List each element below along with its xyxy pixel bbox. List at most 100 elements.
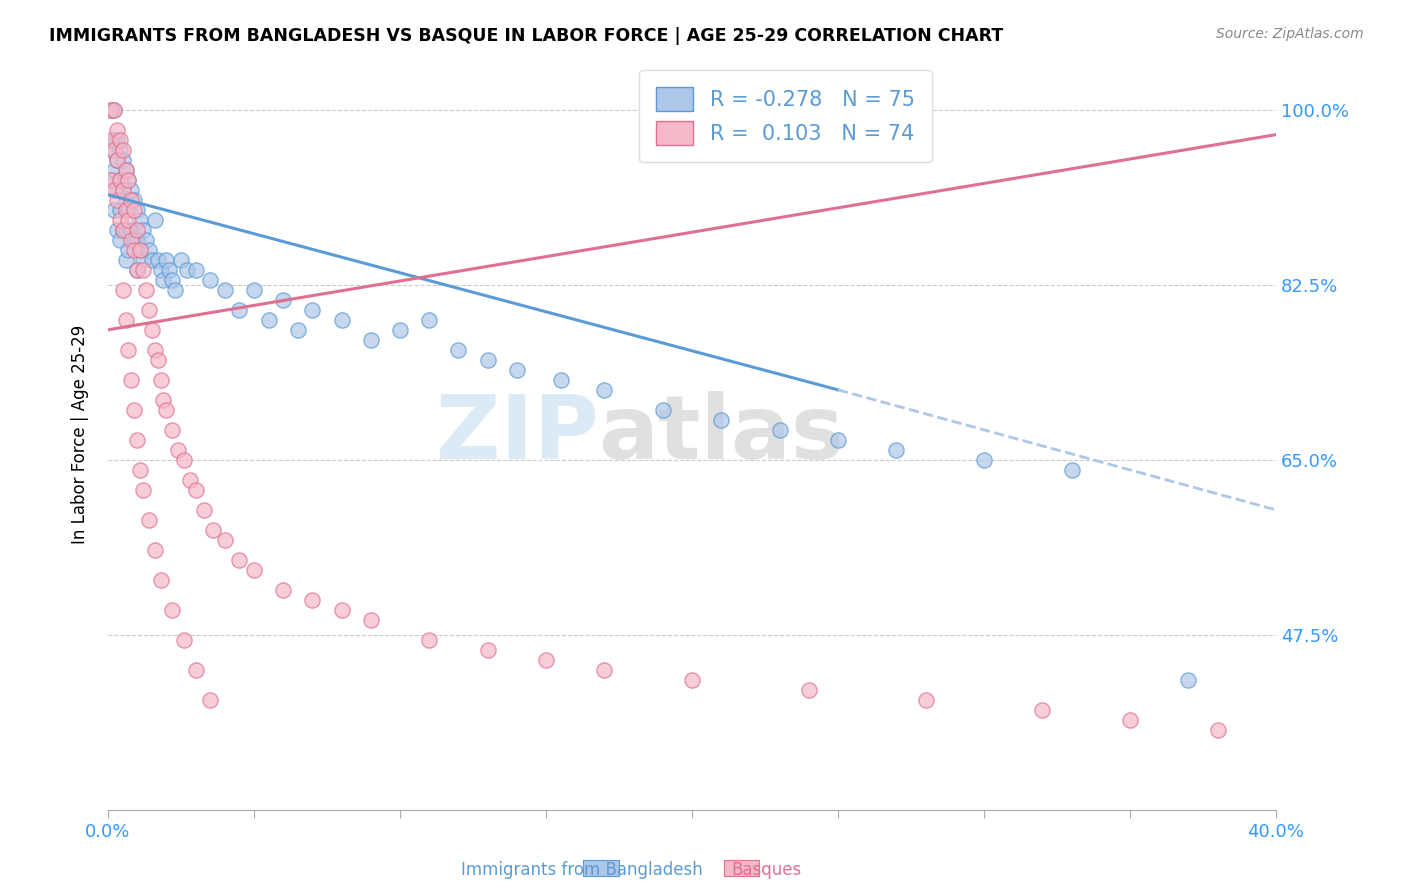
Point bbox=[103, 133, 125, 147]
Point bbox=[827, 433, 849, 447]
Point bbox=[117, 172, 139, 186]
Point bbox=[108, 202, 131, 217]
Point bbox=[593, 663, 616, 677]
Point bbox=[111, 143, 134, 157]
Point bbox=[184, 663, 207, 677]
Point bbox=[114, 193, 136, 207]
Point bbox=[146, 352, 169, 367]
Point bbox=[127, 433, 149, 447]
Point bbox=[418, 313, 440, 327]
Point bbox=[301, 593, 323, 607]
Point bbox=[105, 122, 128, 136]
Point bbox=[271, 582, 294, 597]
Point bbox=[173, 632, 195, 647]
Point bbox=[114, 162, 136, 177]
Point bbox=[360, 613, 382, 627]
Point bbox=[179, 473, 201, 487]
Point bbox=[155, 252, 177, 267]
Point bbox=[132, 262, 155, 277]
Point bbox=[120, 223, 142, 237]
Point bbox=[127, 223, 149, 237]
Point bbox=[127, 262, 149, 277]
Point bbox=[108, 172, 131, 186]
Point bbox=[129, 243, 152, 257]
Point bbox=[193, 503, 215, 517]
Point bbox=[117, 202, 139, 217]
Point bbox=[418, 632, 440, 647]
Point bbox=[103, 103, 125, 117]
Point bbox=[160, 423, 183, 437]
Point bbox=[360, 333, 382, 347]
Point bbox=[111, 223, 134, 237]
Text: ZIP: ZIP bbox=[436, 392, 599, 478]
Point bbox=[108, 143, 131, 157]
Point bbox=[122, 402, 145, 417]
Point bbox=[447, 343, 470, 357]
Point bbox=[165, 283, 187, 297]
Point bbox=[129, 243, 152, 257]
Point bbox=[477, 352, 499, 367]
Point bbox=[797, 683, 820, 698]
Point bbox=[143, 543, 166, 558]
Point bbox=[108, 212, 131, 227]
Point bbox=[105, 153, 128, 167]
Point bbox=[651, 402, 673, 417]
Point bbox=[202, 523, 225, 537]
Point bbox=[117, 343, 139, 357]
Point bbox=[141, 252, 163, 267]
Y-axis label: In Labor Force | Age 25-29: In Labor Force | Age 25-29 bbox=[72, 326, 89, 544]
Legend: R = -0.278   N = 75, R =  0.103   N = 74: R = -0.278 N = 75, R = 0.103 N = 74 bbox=[640, 70, 932, 161]
Point bbox=[100, 172, 122, 186]
Point bbox=[103, 103, 125, 117]
Text: Source: ZipAtlas.com: Source: ZipAtlas.com bbox=[1216, 27, 1364, 41]
Point bbox=[132, 483, 155, 497]
Point bbox=[1060, 463, 1083, 477]
Point bbox=[214, 533, 236, 547]
Point bbox=[138, 302, 160, 317]
Point bbox=[111, 223, 134, 237]
Point bbox=[127, 233, 149, 247]
Point bbox=[143, 343, 166, 357]
Point bbox=[117, 243, 139, 257]
Point bbox=[1177, 673, 1199, 687]
Point bbox=[170, 252, 193, 267]
Point bbox=[176, 262, 198, 277]
Point bbox=[184, 483, 207, 497]
Point bbox=[100, 103, 122, 117]
Point bbox=[111, 183, 134, 197]
Point bbox=[301, 302, 323, 317]
Point bbox=[111, 153, 134, 167]
Point bbox=[141, 323, 163, 337]
Point bbox=[271, 293, 294, 307]
Point bbox=[105, 193, 128, 207]
Point bbox=[228, 302, 250, 317]
Point bbox=[120, 233, 142, 247]
Point bbox=[108, 172, 131, 186]
Point bbox=[593, 383, 616, 397]
Point bbox=[167, 442, 190, 457]
Point bbox=[155, 402, 177, 417]
Point bbox=[117, 172, 139, 186]
Point bbox=[198, 693, 221, 707]
Point bbox=[138, 243, 160, 257]
Point bbox=[105, 153, 128, 167]
Point bbox=[1119, 713, 1142, 727]
Point bbox=[198, 273, 221, 287]
Point bbox=[122, 233, 145, 247]
Point bbox=[103, 143, 125, 157]
Point bbox=[149, 373, 172, 387]
Point bbox=[184, 262, 207, 277]
Point bbox=[117, 212, 139, 227]
Point bbox=[114, 252, 136, 267]
Point bbox=[243, 283, 266, 297]
Point bbox=[120, 193, 142, 207]
Point bbox=[228, 553, 250, 567]
Text: IMMIGRANTS FROM BANGLADESH VS BASQUE IN LABOR FORCE | AGE 25-29 CORRELATION CHAR: IMMIGRANTS FROM BANGLADESH VS BASQUE IN … bbox=[49, 27, 1004, 45]
Point bbox=[973, 453, 995, 467]
Point bbox=[173, 453, 195, 467]
Point bbox=[122, 202, 145, 217]
Point bbox=[257, 313, 280, 327]
Point bbox=[114, 313, 136, 327]
Point bbox=[103, 202, 125, 217]
Point bbox=[122, 243, 145, 257]
